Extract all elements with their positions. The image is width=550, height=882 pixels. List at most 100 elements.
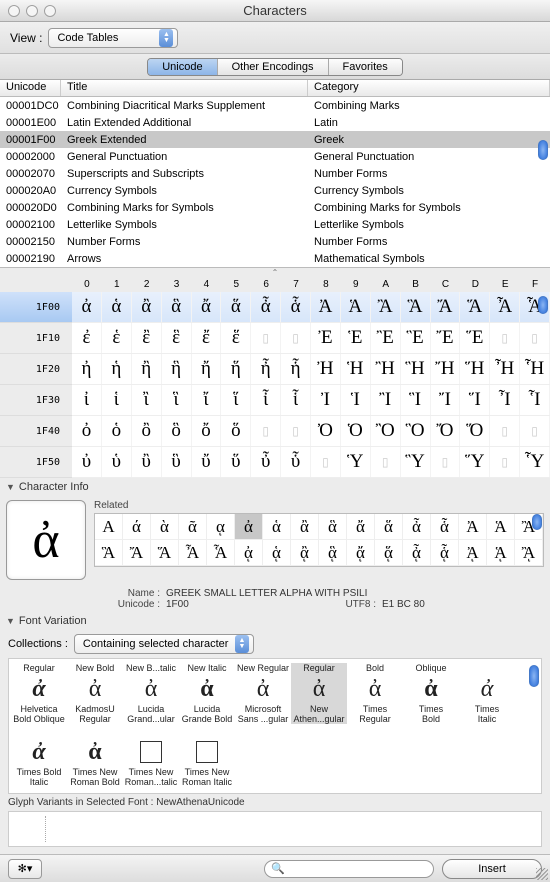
tab-other-encodings[interactable]: Other Encodings — [218, 59, 329, 75]
table-row[interactable]: 000020A0Currency SymbolsCurrency Symbols — [0, 182, 550, 199]
char-cell[interactable]: ἦ — [251, 354, 281, 384]
char-cell[interactable]: ἃ — [162, 292, 192, 322]
char-cell[interactable]: ἶ — [251, 385, 281, 415]
char-cell[interactable]: ἑ — [102, 323, 132, 353]
charinfo-header[interactable]: ▼ Character Info — [0, 478, 550, 496]
table-row[interactable]: 00002000General PunctuationGeneral Punct… — [0, 148, 550, 165]
glyph-variants-box[interactable] — [8, 811, 542, 847]
related-cell[interactable]: ἅ — [375, 514, 403, 540]
related-cell[interactable]: ᾳ — [207, 514, 235, 540]
char-cell[interactable]: ὔ — [192, 447, 222, 477]
related-cell[interactable]: ᾀ — [235, 540, 263, 566]
char-cell[interactable]: Ἲ — [371, 385, 401, 415]
minimize-icon[interactable] — [26, 5, 38, 17]
row-header[interactable]: 1F50 — [0, 447, 72, 478]
related-cell[interactable]: ᾈ — [459, 540, 487, 566]
char-cell[interactable]: ▯ — [281, 323, 311, 353]
char-cell[interactable]: ἐ — [72, 323, 102, 353]
related-cell[interactable]: ᾄ — [347, 540, 375, 566]
row-header[interactable]: 1F10 — [0, 323, 72, 354]
char-cell[interactable]: Ὁ — [341, 416, 371, 446]
char-cell[interactable]: ὓ — [162, 447, 192, 477]
char-cell[interactable]: ▯ — [520, 416, 550, 446]
char-cell[interactable]: Ἕ — [460, 323, 490, 353]
char-cell[interactable]: ὒ — [132, 447, 162, 477]
related-cell[interactable]: ἃ — [319, 514, 347, 540]
font-variant[interactable]: New RegularἀMicrosoftSans ...gular — [235, 663, 291, 724]
char-cell[interactable]: ὁ — [102, 416, 132, 446]
grid-cells[interactable]: ἀἁἂἃἄἅἆἇἈἉἊἋἌἍἎἏἐἑἒἓἔἕ▯▯ἘἙἚἛἜἝ▯▯ἠἡἢἣἤἥἦἧ… — [72, 292, 550, 478]
related-cell[interactable]: Ἀ — [459, 514, 487, 540]
related-cell[interactable]: ἂ — [291, 514, 319, 540]
char-cell[interactable]: Ὃ — [401, 416, 431, 446]
char-cell[interactable]: ἢ — [132, 354, 162, 384]
font-variant[interactable]: New BoldἀKadmosURegular — [67, 663, 123, 724]
related-cell[interactable]: Ἇ — [207, 540, 235, 566]
related-cell[interactable]: ᾁ — [263, 540, 291, 566]
char-cell[interactable]: Ὕ — [460, 447, 490, 477]
char-cell[interactable]: ▯ — [490, 323, 520, 353]
table-row[interactable]: 000020D0Combining Marks for SymbolsCombi… — [0, 199, 550, 216]
fontvar-scrollbar[interactable] — [529, 665, 539, 687]
grid-scrollbar[interactable] — [538, 296, 548, 314]
table-row[interactable]: 00002150Number FormsNumber Forms — [0, 233, 550, 250]
char-cell[interactable]: ἔ — [192, 323, 222, 353]
zoom-icon[interactable] — [44, 5, 56, 17]
char-cell[interactable]: ἷ — [281, 385, 311, 415]
font-variant[interactable]: Times NewRoman Italic — [179, 726, 235, 787]
font-variant[interactable]: New B...talicἀLucidaGrand...ular — [123, 663, 179, 724]
char-cell[interactable]: Ἱ — [341, 385, 371, 415]
table-scrollbar[interactable] — [538, 140, 548, 160]
char-cell[interactable]: Ἑ — [341, 323, 371, 353]
char-cell[interactable]: ἇ — [281, 292, 311, 322]
char-cell[interactable]: Ἵ — [460, 385, 490, 415]
font-variant[interactable]: ἀTimes BoldItalic — [11, 726, 67, 787]
related-grid[interactable]: ΑάὰᾶᾳἀἁἂἃἄἅἆἇἈἉἊἋἌἍἎἏᾀᾁᾂᾃᾄᾅᾆᾇᾈᾉᾊ — [94, 513, 544, 567]
char-cell[interactable]: ὂ — [132, 416, 162, 446]
char-cell[interactable]: ἒ — [132, 323, 162, 353]
char-cell[interactable]: Ἢ — [371, 354, 401, 384]
char-cell[interactable]: ▯ — [431, 447, 461, 477]
table-row[interactable]: 00002100Letterlike SymbolsLetterlike Sym… — [0, 216, 550, 233]
action-menu-button[interactable]: ✻▾ — [8, 859, 42, 879]
font-variation-grid[interactable]: RegularἀHelveticaBold ObliqueNew BoldἀKa… — [8, 658, 542, 794]
char-cell[interactable]: Ἔ — [431, 323, 461, 353]
char-cell[interactable]: ἄ — [192, 292, 222, 322]
char-cell[interactable]: Ὗ — [520, 447, 550, 477]
font-variant[interactable]: RegularἀHelveticaBold Oblique — [11, 663, 67, 724]
tab-favorites[interactable]: Favorites — [329, 59, 402, 75]
char-cell[interactable]: ἡ — [102, 354, 132, 384]
char-cell[interactable]: ὀ — [72, 416, 102, 446]
related-scrollbar[interactable] — [532, 514, 542, 530]
row-header[interactable]: 1F30 — [0, 385, 72, 416]
char-cell[interactable]: ἕ — [221, 323, 251, 353]
related-cell[interactable]: ἄ — [347, 514, 375, 540]
char-cell[interactable]: ἴ — [192, 385, 222, 415]
related-cell[interactable]: ἁ — [263, 514, 291, 540]
search-input[interactable]: 🔍 — [264, 860, 434, 878]
th-title[interactable]: Title — [61, 80, 308, 96]
font-variant[interactable]: Times NewRoman...talic — [123, 726, 179, 787]
char-cell[interactable]: Ἥ — [460, 354, 490, 384]
char-cell[interactable]: Ἄ — [431, 292, 461, 322]
char-cell[interactable]: Ἠ — [311, 354, 341, 384]
row-header[interactable]: 1F40 — [0, 416, 72, 447]
char-cell[interactable]: ἓ — [162, 323, 192, 353]
related-cell[interactable]: Ἃ — [95, 540, 123, 566]
resize-grip[interactable] — [536, 868, 548, 880]
th-unicode[interactable]: Unicode — [0, 80, 61, 96]
char-cell[interactable]: ὖ — [251, 447, 281, 477]
char-cell[interactable]: Ἦ — [490, 354, 520, 384]
char-cell[interactable]: ἥ — [221, 354, 251, 384]
th-category[interactable]: Category — [308, 80, 550, 96]
char-cell[interactable]: Ὓ — [401, 447, 431, 477]
related-cell[interactable]: Ἄ — [123, 540, 151, 566]
table-row[interactable]: 00001F00Greek ExtendedGreek — [0, 131, 550, 148]
char-cell[interactable]: ἱ — [102, 385, 132, 415]
char-cell[interactable]: ἰ — [72, 385, 102, 415]
char-cell[interactable]: Ἰ — [311, 385, 341, 415]
char-cell[interactable]: Ἤ — [431, 354, 461, 384]
font-variant[interactable]: ἀTimes NewRoman Bold — [67, 726, 123, 787]
related-cell[interactable]: ᾅ — [375, 540, 403, 566]
char-cell[interactable]: Ἀ — [311, 292, 341, 322]
